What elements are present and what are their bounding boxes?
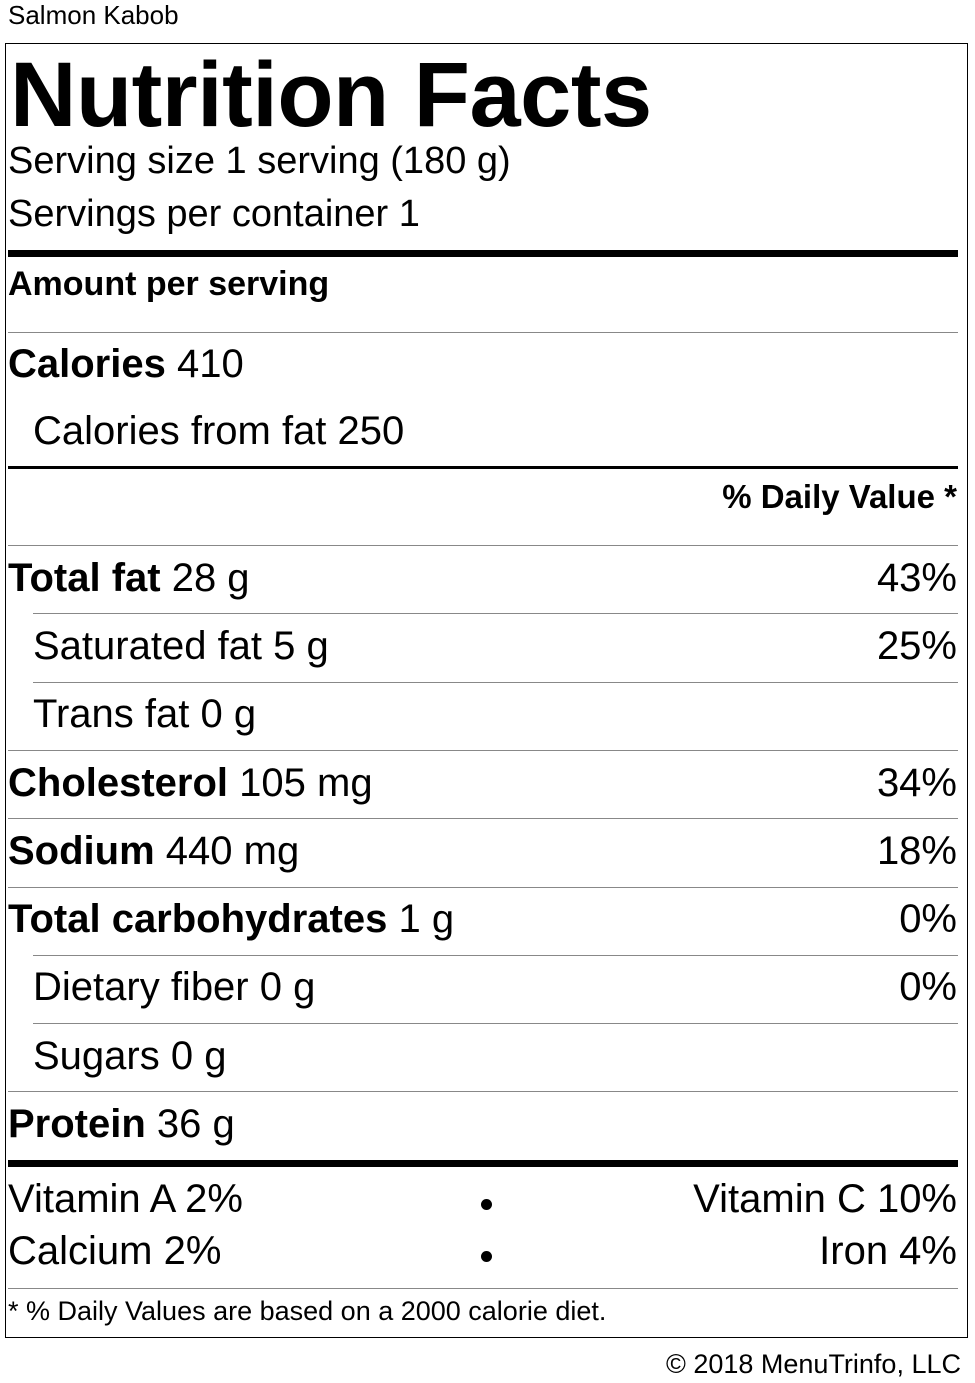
nutrient-amount: 0 g <box>259 965 316 1009</box>
nutrient-amount: 0 g <box>170 1034 227 1078</box>
nutrition-label <box>5 43 968 1338</box>
nutrient-row-protein: Protein 36 g <box>8 1100 235 1148</box>
bullet-separator <box>481 1251 492 1262</box>
nutrient-name: Dietary fiber <box>33 965 249 1009</box>
nutrient-row-sugars: Sugars 0 g <box>33 1032 226 1080</box>
nutrient-dv: 18% <box>876 829 957 873</box>
daily-value-header: % Daily Value * <box>722 478 957 515</box>
divider <box>8 332 958 333</box>
vitamin-c: Vitamin C 10% <box>693 1177 957 1221</box>
nutrient-row-trans-fat: Trans fat 0 g <box>33 690 256 738</box>
divider <box>33 955 958 956</box>
nutrient-row-total-fat: Total fat 28 g <box>8 554 250 602</box>
label-title: Nutrition Facts <box>10 44 652 146</box>
calories-label: Calories <box>8 342 166 386</box>
divider <box>8 818 958 819</box>
nutrient-name: Cholesterol <box>8 761 229 805</box>
nutrient-amount: 440 mg <box>165 829 300 873</box>
divider <box>33 1023 958 1024</box>
nutrient-row-saturated-fat: Saturated fat 5 g <box>33 622 329 670</box>
nutrient-name: Saturated fat <box>33 624 263 668</box>
nutrient-name: Trans fat <box>33 692 190 736</box>
calories-value: 410 <box>176 342 244 386</box>
calories-row: Calories 410 <box>8 340 244 388</box>
nutrient-amount: 0 g <box>200 692 257 736</box>
iron: Iron 4% <box>819 1229 957 1273</box>
nutrient-name: Total carbohydrates <box>8 897 388 941</box>
nutrient-dv: 0% <box>899 897 957 941</box>
calcium: Calcium 2% <box>8 1229 222 1273</box>
nutrient-row-sodium: Sodium 440 mg <box>8 827 299 875</box>
copyright: © 2018 MenuTrinfo, LLC <box>665 1349 961 1379</box>
nutrient-dv: 34% <box>876 761 957 805</box>
vitamin-a: Vitamin A 2% <box>8 1177 243 1221</box>
nutrient-row-total-carbohydrates: Total carbohydrates 1 g <box>8 895 454 943</box>
divider <box>8 545 958 546</box>
calories-from-fat: Calories from fat 250 <box>33 409 405 453</box>
divider <box>33 613 958 614</box>
divider <box>8 1288 958 1289</box>
servings-per-container: Servings per container 1 <box>8 193 420 235</box>
nutrient-amount: 5 g <box>273 624 329 668</box>
divider <box>33 682 958 683</box>
divider <box>8 1091 958 1092</box>
thick-divider <box>8 250 958 257</box>
bullet-separator <box>481 1199 492 1210</box>
nutrient-name: Sugars <box>33 1034 160 1078</box>
footnote: * % Daily Values are based on a 2000 cal… <box>8 1296 607 1326</box>
recipe-caption: Salmon Kabob <box>8 0 179 30</box>
nutrient-name: Total fat <box>8 556 161 600</box>
divider <box>8 750 958 751</box>
nutrient-row-cholesterol: Cholesterol 105 mg <box>8 759 373 807</box>
nutrient-dv: 43% <box>876 556 957 600</box>
nutrient-dv: 25% <box>876 624 957 668</box>
nutrient-amount: 28 g <box>171 556 250 600</box>
nutrient-amount: 1 g <box>398 897 455 941</box>
nutrient-row-dietary-fiber: Dietary fiber 0 g <box>33 963 315 1011</box>
nutrient-amount: 105 mg <box>239 761 373 805</box>
nutrient-amount: 36 g <box>156 1102 235 1146</box>
nutrient-name: Protein <box>8 1102 146 1146</box>
serving-size: Serving size 1 serving (180 g) <box>8 140 511 182</box>
nutrient-name: Sodium <box>8 829 155 873</box>
medium-divider <box>8 466 958 469</box>
thick-divider <box>8 1160 958 1167</box>
amount-per-serving: Amount per serving <box>8 265 330 303</box>
divider <box>8 887 958 888</box>
nutrient-dv: 0% <box>899 965 957 1009</box>
